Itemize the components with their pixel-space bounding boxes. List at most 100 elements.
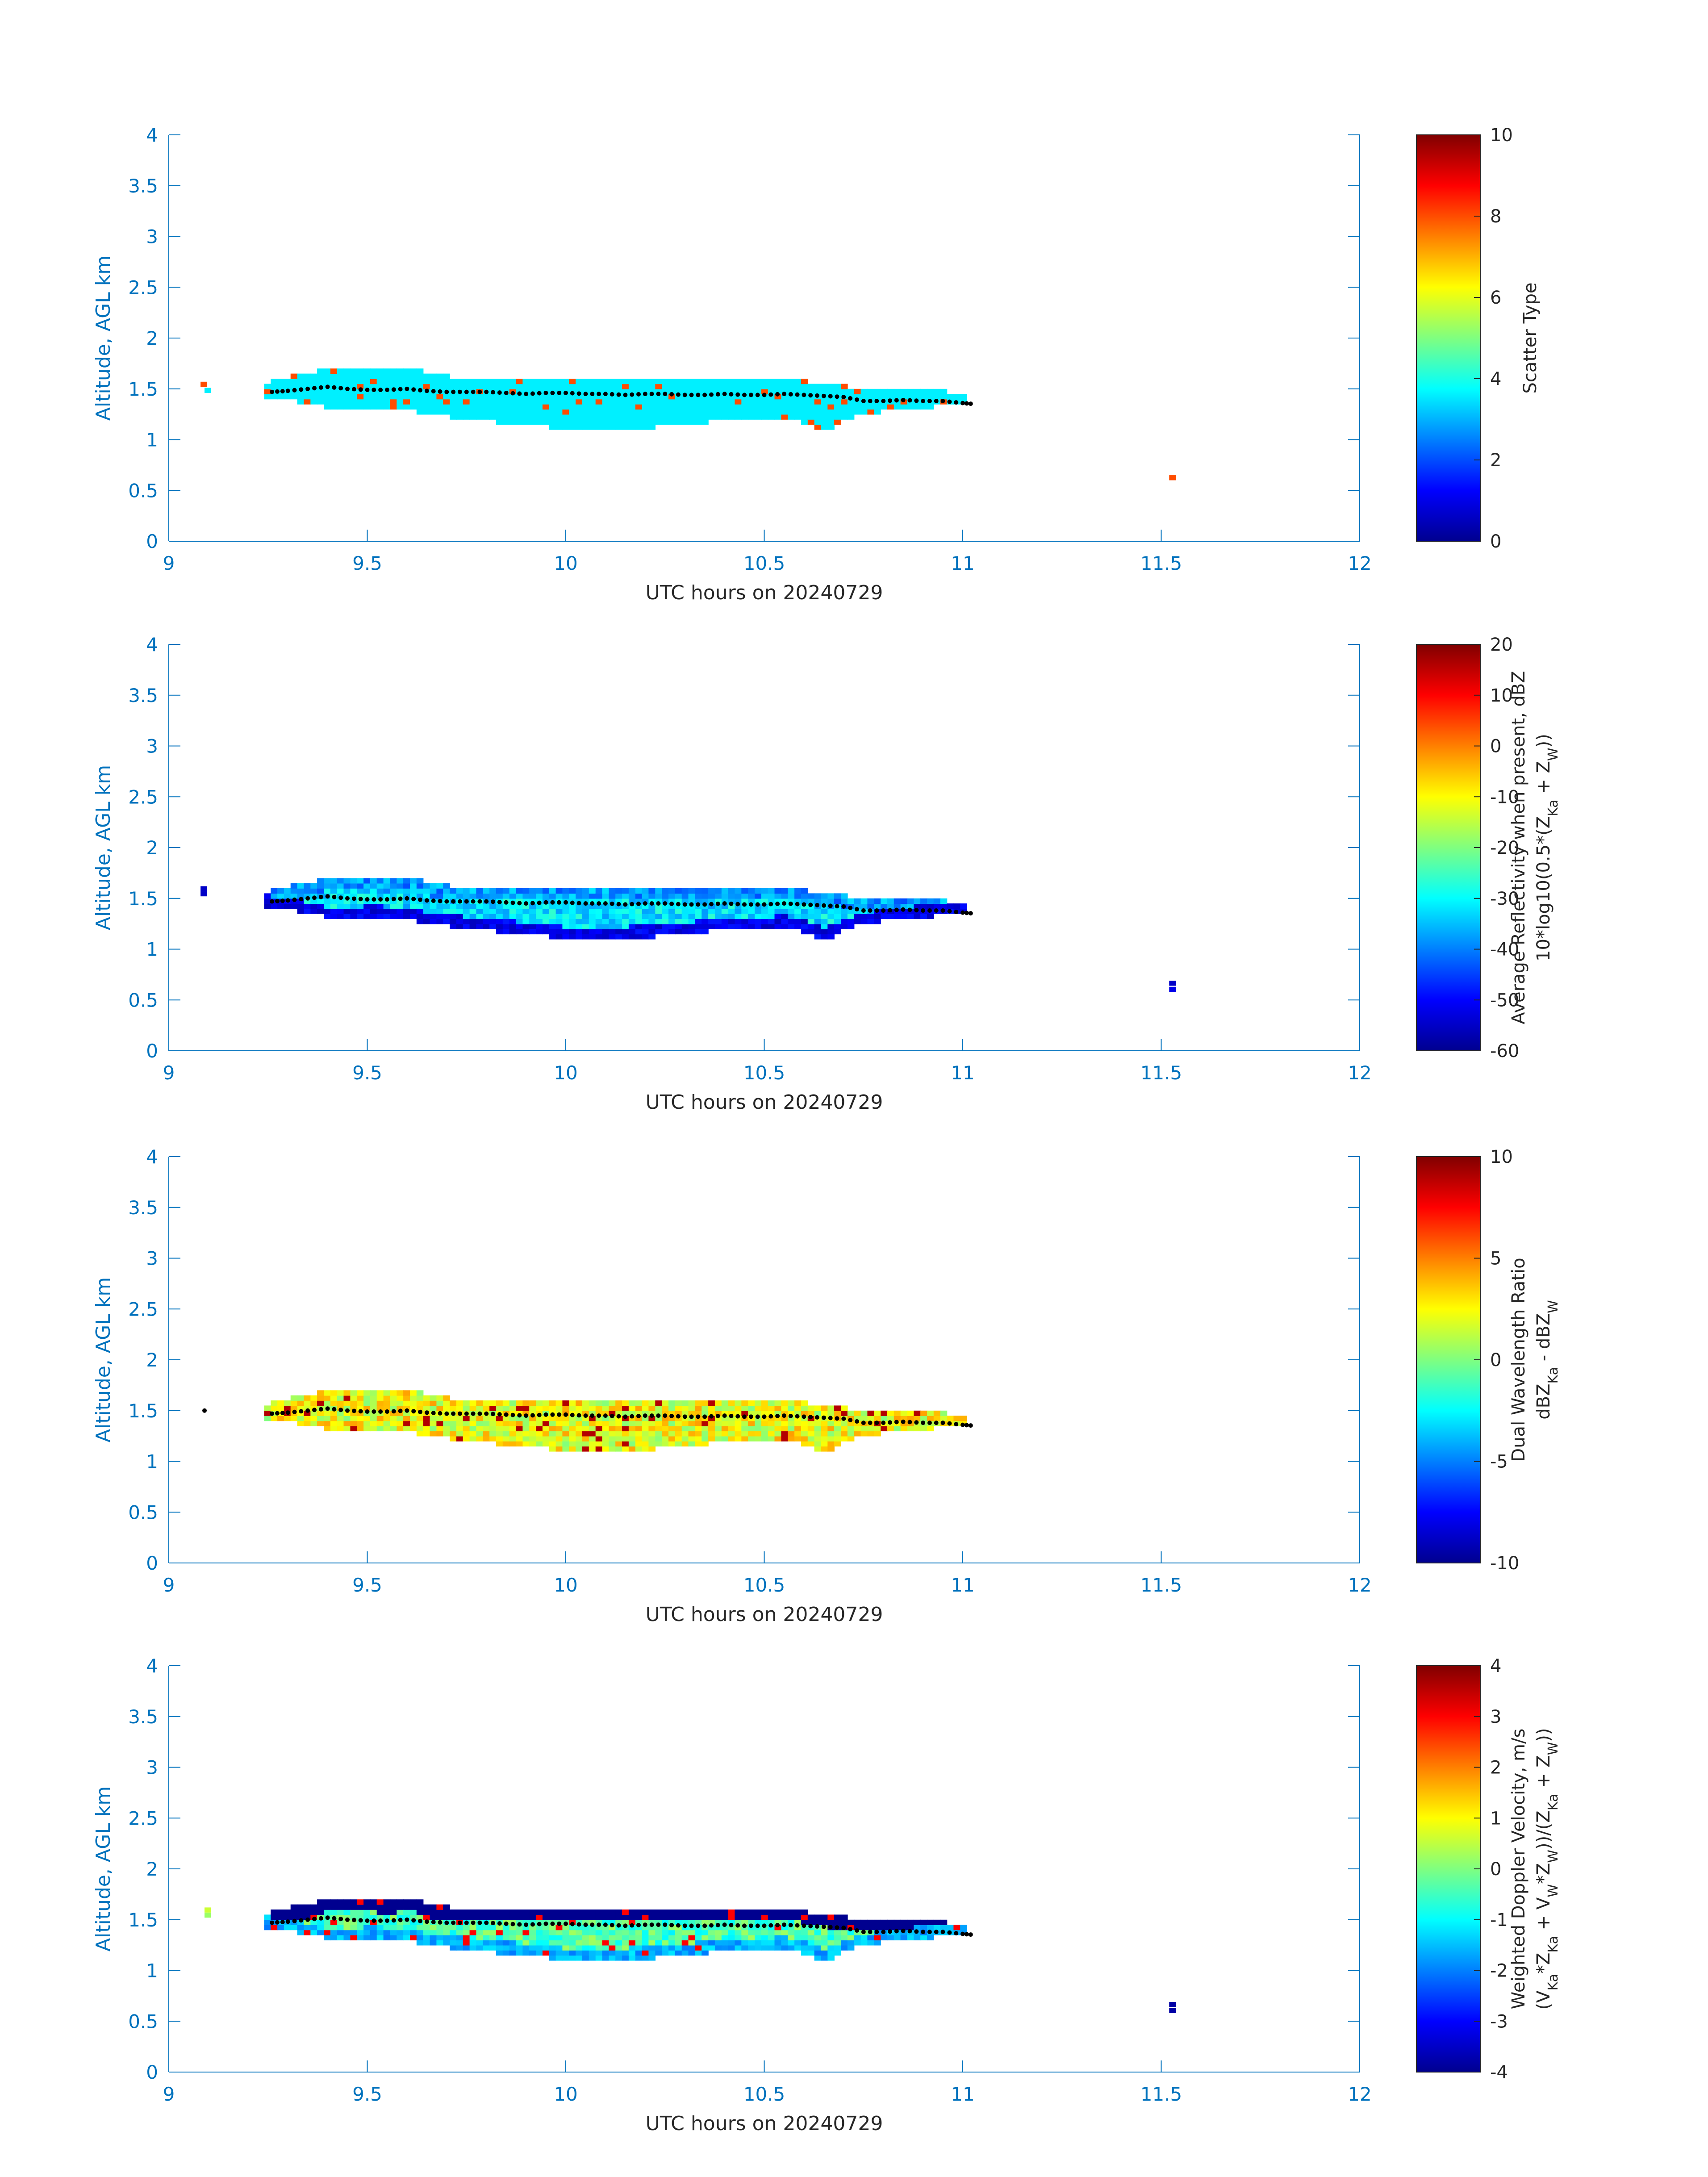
heatmap-cell <box>774 379 782 384</box>
heatmap-cell <box>476 908 483 914</box>
heatmap-cell <box>576 1940 583 1946</box>
cloud-base-dot <box>894 1929 899 1934</box>
heatmap-cell <box>662 409 669 415</box>
heatmap-cell <box>410 893 417 899</box>
heatmap-cell <box>555 1405 563 1411</box>
heatmap-cell <box>403 1421 410 1426</box>
heatmap-cell <box>907 898 915 904</box>
heatmap-cell <box>509 1945 517 1951</box>
heatmap-cell <box>509 903 517 909</box>
heatmap-cell <box>324 389 331 394</box>
heatmap-cell <box>357 913 364 919</box>
heatmap-cell <box>655 404 662 410</box>
heatmap-cell <box>376 384 384 389</box>
heatmap-cell <box>834 384 841 389</box>
heatmap-cell <box>430 1910 437 1915</box>
cloud-base-dot <box>444 1920 449 1925</box>
heatmap-cell <box>529 1405 536 1411</box>
heatmap-cell <box>648 1910 656 1915</box>
cloud-base-dot <box>537 900 542 905</box>
heatmap-cell <box>755 404 762 410</box>
y-tick-label: 2 <box>146 837 158 859</box>
heatmap-cell <box>463 1425 470 1432</box>
heatmap-cell <box>271 1400 278 1406</box>
heatmap-cell <box>668 923 676 929</box>
colorbar-tick-label: 5 <box>1490 1249 1501 1269</box>
cloud-base-dot <box>398 896 403 901</box>
heatmap-cell <box>496 419 503 425</box>
heatmap-cell <box>854 913 861 919</box>
heatmap-cell <box>522 1930 530 1935</box>
heatmap-cell <box>489 903 497 909</box>
heatmap-cell <box>397 1416 404 1421</box>
cloud-base-dot <box>564 390 568 395</box>
cloud-base-dot <box>318 1407 323 1412</box>
heatmap-cell <box>469 908 477 914</box>
y-axis-label: Altitude, AGL km <box>92 1277 115 1442</box>
heatmap-cell <box>854 919 861 924</box>
heatmap-cell <box>562 923 569 929</box>
heatmap-cell <box>628 1436 636 1442</box>
heatmap-cell <box>416 903 424 909</box>
heatmap-cell <box>383 1899 391 1905</box>
heatmap-cell <box>821 424 828 430</box>
heatmap-cell <box>589 399 596 405</box>
heatmap-cell <box>582 913 589 919</box>
cloud-base-dot <box>921 908 926 913</box>
heatmap-cell <box>867 1935 874 1941</box>
heatmap-cell <box>450 409 457 415</box>
heatmap-cell <box>635 934 643 940</box>
cloud-base-dot <box>888 908 892 913</box>
heatmap-cell <box>788 1405 795 1411</box>
heatmap-cell <box>522 379 530 384</box>
heatmap-cell <box>576 913 583 919</box>
heatmap-cell <box>430 384 437 389</box>
heatmap-cell <box>423 893 430 899</box>
cloud-base-dot <box>424 389 429 393</box>
cloud-base-dot <box>292 388 297 393</box>
cloud-base-dot <box>848 396 853 401</box>
heatmap-cell <box>516 919 523 924</box>
heatmap-cell <box>476 409 483 415</box>
heatmap-cell <box>456 888 464 894</box>
heatmap-cell <box>788 404 795 410</box>
heatmap-cell <box>702 1400 709 1406</box>
heatmap-cell <box>655 414 662 420</box>
heatmap-cell <box>628 1421 636 1426</box>
heatmap-cell <box>436 1405 443 1411</box>
heatmap-cell <box>370 1914 377 1920</box>
heatmap-cell <box>662 929 669 935</box>
cloud-base-dot <box>365 388 370 392</box>
isolated-cell <box>205 1912 211 1918</box>
heatmap-cell <box>264 1410 271 1416</box>
heatmap-cell <box>774 908 782 914</box>
heatmap-cell <box>708 1436 715 1442</box>
heatmap-cell <box>357 1910 364 1915</box>
heatmap-cell <box>735 379 742 384</box>
heatmap-cell <box>582 399 589 405</box>
colorbar-tick-label: 3 <box>1490 1707 1501 1727</box>
cloud-base-dot <box>968 1932 973 1937</box>
heatmap-cell <box>794 919 802 924</box>
heatmap-cell <box>721 1940 729 1946</box>
heatmap-cell <box>410 1400 417 1406</box>
heatmap-cell <box>304 883 311 889</box>
heatmap-cell <box>622 934 629 940</box>
heatmap-cell <box>555 384 563 389</box>
heatmap-cell <box>801 913 808 919</box>
heatmap-cell <box>622 1935 629 1941</box>
heatmap-cell <box>602 919 610 924</box>
heatmap-cell <box>609 1421 616 1426</box>
heatmap-cell <box>436 1400 443 1406</box>
heatmap-cell <box>589 1955 596 1961</box>
cloud-base-dot <box>702 1414 707 1419</box>
cloud-base-dot <box>960 1931 965 1936</box>
heatmap-cell <box>569 1441 576 1447</box>
heatmap-cell <box>317 1390 324 1396</box>
heatmap-cell <box>317 1930 324 1935</box>
heatmap-cell <box>721 1945 729 1951</box>
heatmap-cell <box>324 1410 331 1416</box>
heatmap-cell <box>403 1425 410 1432</box>
heatmap-cell <box>867 404 874 410</box>
heatmap-cell <box>350 888 357 894</box>
